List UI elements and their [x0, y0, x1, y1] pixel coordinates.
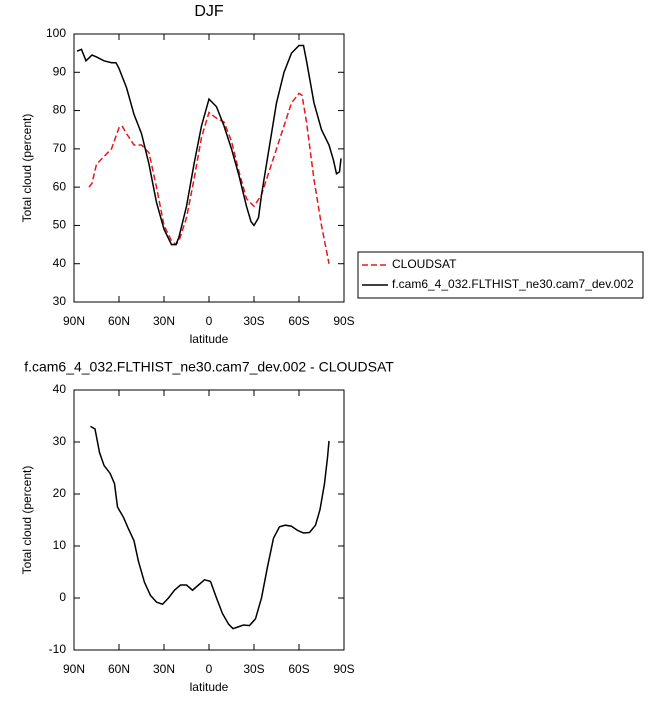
y-tick-label: 90: [53, 64, 67, 78]
x-tick-label: 60N: [108, 314, 130, 328]
y-tick-label: 60: [53, 179, 67, 193]
y-axis-label: Total cloud (percent): [20, 466, 34, 575]
series-line: [76, 44, 342, 246]
x-tick-label: 90S: [333, 314, 354, 328]
series-line: [90, 425, 330, 630]
x-tick-label: 0: [206, 662, 213, 676]
x-tick-label: 90N: [63, 314, 85, 328]
y-tick-label: 0: [59, 590, 66, 604]
y-tick-label: 70: [53, 141, 67, 155]
y-tick-label: 20: [53, 486, 67, 500]
y-tick-label: 80: [53, 103, 67, 117]
y-tick-label: 40: [53, 256, 67, 270]
plot-frame: [73, 33, 345, 303]
y-tick-label: 50: [53, 218, 67, 232]
x-tick-label: 30N: [153, 662, 175, 676]
legend-label: f.cam6_4_032.FLTHIST_ne30.cam7_dev.002: [392, 277, 634, 291]
x-tick-label: 60N: [108, 662, 130, 676]
x-tick-label: 90N: [63, 662, 85, 676]
y-tick-label: 10: [53, 538, 67, 552]
y-tick-label: -10: [49, 642, 67, 656]
chart-title: f.cam6_4_032.FLTHIST_ne30.cam7_dev.002 -…: [24, 359, 394, 375]
y-tick-label: 100: [46, 26, 66, 40]
x-tick-label: 30S: [243, 314, 264, 328]
x-axis-label: latitude: [190, 680, 229, 694]
x-tick-label: 0: [206, 314, 213, 328]
y-tick-label: 30: [53, 294, 67, 308]
y-tick-label: 30: [53, 434, 67, 448]
x-tick-label: 60S: [288, 314, 309, 328]
series-line: [88, 92, 330, 264]
x-axis-label: latitude: [190, 332, 229, 346]
x-tick-label: 30N: [153, 314, 175, 328]
chart-title: DJF: [194, 3, 224, 20]
y-tick-label: 40: [53, 382, 67, 396]
x-tick-label: 60S: [288, 662, 309, 676]
legend-box: [357, 251, 644, 299]
legend-label: CLOUDSAT: [392, 257, 457, 271]
x-tick-label: 90S: [333, 662, 354, 676]
plot-frame: [73, 389, 345, 651]
x-tick-label: 30S: [243, 662, 264, 676]
y-axis-label: Total cloud (percent): [20, 114, 34, 223]
